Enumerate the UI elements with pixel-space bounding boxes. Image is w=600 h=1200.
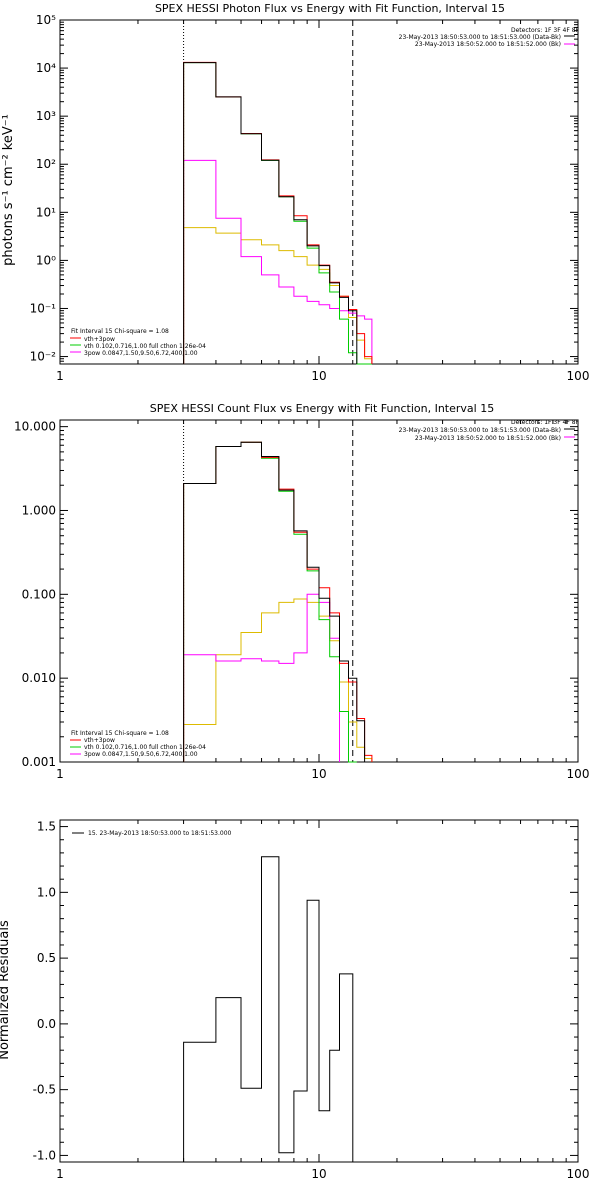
photon-flux-title: SPEX HESSI Photon Flux vs Energy with Fi…: [155, 2, 505, 15]
y-tick-label: 1.0: [37, 885, 56, 899]
count-flux-title: SPEX HESSI Count Flux vs Energy with Fit…: [150, 402, 494, 415]
y-tick-label: 10²: [36, 157, 56, 171]
y-tick-label: 0.5: [37, 951, 56, 965]
y-tick-label: 10.000: [14, 420, 56, 434]
y-tick-label: -0.5: [33, 1083, 56, 1097]
residuals-legend: 15. 23-May-2013 18:50:53.000 to 18:51:53…: [88, 830, 232, 837]
series-vth-histogram: [183, 62, 372, 365]
count-flux-panel: SPEX HESSI Count Flux vs Energy with Fit…: [14, 402, 589, 781]
y-tick-label: 10⁰: [36, 253, 56, 267]
series-bpow-histogram: [183, 593, 340, 762]
legend-bk-interval-2: 23-May-2013 18:50:52.000 to 18:51:52.000…: [415, 435, 561, 442]
legend-bk-interval: 23-May-2013 18:50:52.000 to 18:51:52.000…: [415, 41, 561, 48]
y-tick-label: 1.5: [37, 820, 56, 834]
fit-model: vth+3pow: [84, 336, 115, 343]
fit-vth-params: vth 0.102,0.716,1.00 full cthon 1.26e-04: [84, 343, 206, 350]
y-tick-label: 10³: [36, 109, 56, 123]
y-tick-label: 0.001: [22, 755, 56, 769]
x-tick-label: 100: [567, 1167, 590, 1181]
x-tick-label: 1: [56, 1167, 64, 1181]
series-bpow-histogram: [183, 159, 373, 364]
y-tick-label: 10⁴: [36, 61, 56, 75]
fit-3pow-params-2: 3pow 0.0847,1.50,9.50,6.72,400,1.00: [84, 751, 198, 758]
y-tick-label: 10⁵: [36, 13, 56, 27]
series-total-histogram: [183, 441, 373, 762]
plot-frame: [59, 19, 579, 365]
fit-vth-params-2: vth 0.102,0.716,1.00 full cthon 1.26e-04: [84, 744, 206, 751]
fit-3pow-params: 3pow 0.0847,1.50,9.50,6.72,400,1.00: [84, 350, 198, 357]
series-data-histogram: [183, 856, 354, 1162]
series-background-histogram: [183, 598, 373, 762]
x-tick-label: 10: [311, 1167, 326, 1181]
fit-model-2: vth+3pow: [84, 737, 115, 744]
series-data-histogram: [183, 441, 366, 762]
legend-detectors-2: Detectors: 1F 3F 4F 8F: [511, 419, 580, 426]
photon-flux-legend: Detectors: 1F 3F 4F 8F 23-May-2013 18:50…: [71, 27, 580, 357]
y-tick-label: -1.0: [33, 1148, 56, 1162]
y-tick-label: 0.010: [22, 671, 56, 685]
photon-flux-ylabel: photons s⁻¹ cm⁻² keV⁻¹: [1, 114, 16, 266]
legend-data-interval-2: 23-May-2013 18:50:53.000 to 18:51:53.000…: [399, 427, 561, 434]
x-tick-label: 1: [56, 767, 64, 781]
y-tick-label: 10⁻¹: [30, 301, 57, 315]
x-tick-label: 100: [567, 369, 590, 383]
residuals-panel: Normalized Residuals 15. 23-May-2013 18:…: [0, 819, 590, 1181]
y-tick-label: 1.000: [22, 503, 56, 517]
legend-data-interval: 23-May-2013 18:50:53.000 to 18:51:53.000…: [399, 34, 561, 41]
fit-chi-square: Fit Interval 15 Chi-square = 1.08: [71, 328, 169, 335]
x-tick-label: 100: [567, 767, 590, 781]
series-data-histogram: [183, 62, 358, 364]
x-tick-label: 10: [311, 767, 326, 781]
y-tick-label: 10¹: [36, 205, 56, 219]
count-flux-legend: Detectors: 1F 3F 4F 8F 23-May-2013 18:50…: [71, 419, 580, 758]
residuals-ylabel: Normalized Residuals: [0, 920, 12, 1060]
y-tick-label: 0.100: [22, 587, 56, 601]
x-tick-label: 1: [56, 369, 64, 383]
y-tick-label: 0.0: [37, 1017, 56, 1031]
series-vth-histogram: [183, 441, 357, 763]
x-tick-label: 10: [311, 369, 326, 383]
photon-flux-panel: SPEX HESSI Photon Flux vs Energy with Fi…: [1, 2, 589, 383]
legend-detectors: Detectors: 1F 3F 4F 8F: [511, 27, 580, 34]
y-tick-label: 10⁻²: [30, 350, 57, 364]
fit-chi-square-2: Fit Interval 15 Chi-square = 1.08: [71, 730, 169, 737]
